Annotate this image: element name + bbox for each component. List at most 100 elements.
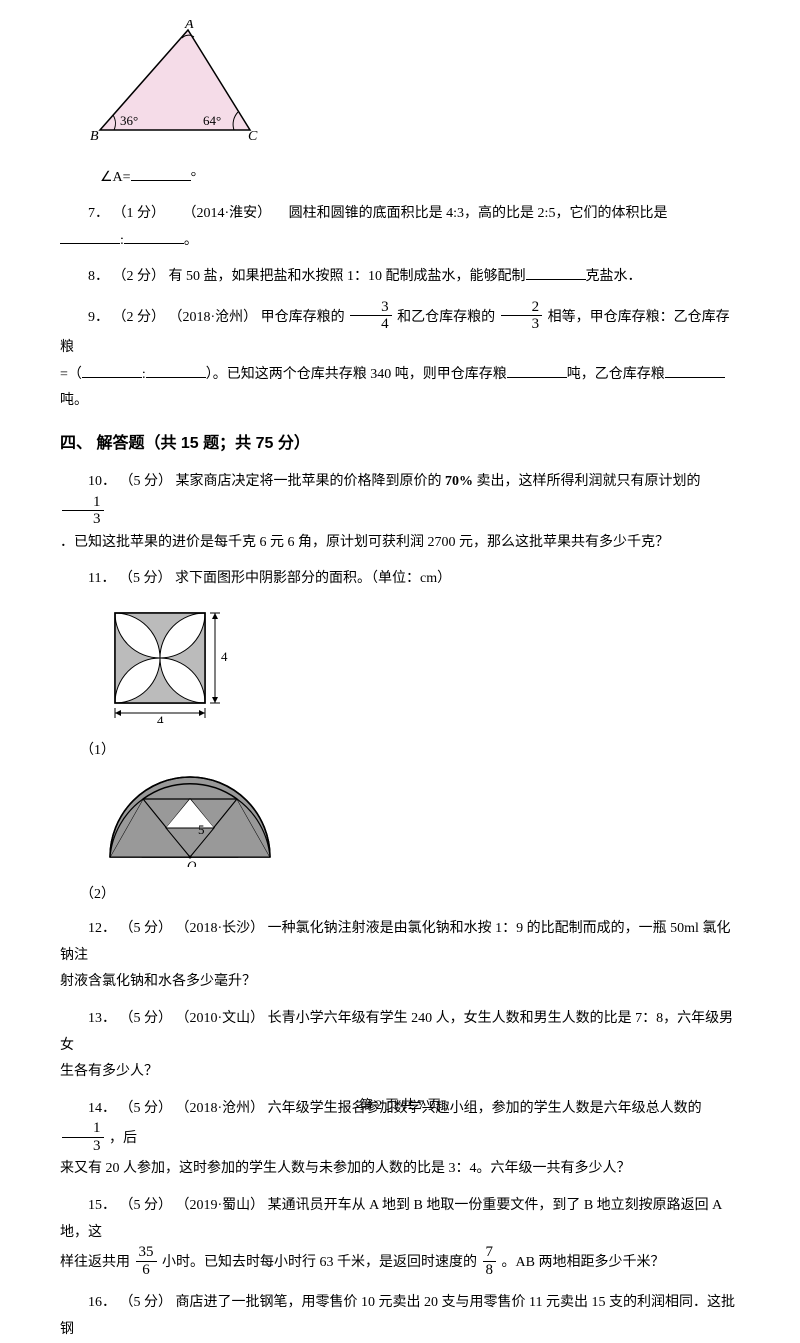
q9-blank3 [507,364,567,378]
q9-frac1-den: 4 [350,316,392,333]
q6-prefix: ∠A= [100,170,131,185]
q15-body2: 样往返共用 [60,1255,130,1270]
q10-frac: 13 [62,494,104,528]
q9-body2: 和乙仓库存粮的 [397,310,495,325]
q9-blank2 [146,364,206,378]
q8-body2: 克盐水． [586,269,642,284]
q8-num: 8． [88,269,109,284]
q12-pts: （5 分） [120,921,173,936]
angle-C-value: 64° [203,113,221,128]
q15-frac1-num: 35 [136,1244,157,1262]
q15-pts: （5 分） [120,1198,173,1213]
vertex-C: C [248,129,258,144]
q10-frac-den: 3 [62,511,104,528]
q11: 11． （5 分） 求下面图形中阴影部分的面积。（单位：cm） [60,566,740,593]
q15-frac2-den: 8 [483,1262,497,1279]
q11-figure2: 5 O [100,772,740,878]
q12-ref: （2018·长沙） [176,921,265,936]
q8-blank [526,266,586,280]
q16: 16． （5 分） 商店进了一批钢笔，用零售价 10 元卖出 20 支与用零售价… [60,1290,740,1343]
page-footer: 第 2 页 共 7 页 [0,1093,800,1118]
q11-num: 11． [88,571,115,586]
q9-body4: =（ [60,367,82,382]
q9-pts: （2 分） [113,310,166,325]
q14-body3: 来又有 20 人参加，这时参加的学生人数与未参加的人数的比是 3：4。六年级一共… [60,1156,740,1183]
q15-ref: （2019·蜀山） [176,1198,265,1213]
q15-num: 15． [88,1198,116,1213]
q9-body5: ）。已知这两个仓库共存粮 340 吨，则甲仓库存粮 [206,367,507,382]
q8-pts: （2 分） [113,269,166,284]
q6-degree: ° [191,170,197,185]
q15-body3: 小时。已知去时每小时行 63 千米，是返回时速度的 [162,1255,477,1270]
triangle-figure: A B C 36° 64° [90,20,740,161]
q10-body1: 某家商店决定将一批苹果的价格降到原价的 [176,474,442,489]
fig2-O: O [187,858,197,867]
q11-fig2-svg: 5 O [100,772,280,867]
q10-pct: 70% [445,474,473,489]
q7-blank1 [60,230,120,244]
angle-B-value: 36° [120,113,138,128]
q16-pts: （5 分） [120,1295,173,1310]
q10: 10． （5 分） 某家商店决定将一批苹果的价格降到原价的 70% 卖出，这样所… [60,469,740,556]
q15-frac2-num: 7 [483,1244,497,1262]
q10-body2: 卖出，这样所得利润就只有原计划的 [477,474,701,489]
q13-body2: 生各有多少人？ [60,1059,740,1086]
q14-frac: 13 [62,1120,104,1154]
vertex-B: B [90,129,99,144]
q9-num: 9． [88,310,109,325]
q13-ref: （2010·文山） [176,1011,265,1026]
q8-body1: 有 50 盐，如果把盐和水按照 1：10 配制成盐水，能够配制 [169,269,526,284]
q14-frac-den: 3 [62,1138,104,1155]
q12: 12． （5 分） （2018·长沙） 一种氯化钠注射液是由氯化钠和水按 1：9… [60,916,740,996]
q10-body3: ．已知这批苹果的进价是每千克 6 元 6 角，原计划可获利润 2700 元，那么… [60,530,740,557]
q9-frac2-den: 3 [501,316,543,333]
section4-title: 四、 解答题（共 15 题；共 75 分） [60,429,740,459]
q12-body2: 射液含氯化钠和水各多少毫升？ [60,969,740,996]
q8: 8． （2 分） 有 50 盐，如果把盐和水按照 1：10 配制成盐水，能够配制… [60,264,740,291]
q9: 9． （2 分） （2018·沧州） 甲仓库存粮的 34 和乙仓库存粮的 23 … [60,301,740,415]
q14-body2: ，后 [109,1132,137,1147]
q10-frac-num: 1 [62,494,104,512]
q11-pts: （5 分） [119,571,172,586]
q9-frac2-num: 2 [501,299,543,317]
q7-ref: （2014·淮安） [183,206,272,221]
q16-num: 16． [88,1295,116,1310]
q7-blank2 [124,230,184,244]
q11-label1: （1） [80,738,740,765]
q15-frac1-den: 6 [136,1262,157,1279]
q13-pts: （5 分） [120,1011,173,1026]
fig2-radius: 5 [198,822,205,837]
q15: 15． （5 分） （2019·蜀山） 某通讯员开车从 A 地到 B 地取一份重… [60,1193,740,1280]
fig1-dim-h: 4 [221,649,228,664]
q11-figure1: 4 4 [100,603,740,734]
triangle-svg: A B C 36° 64° [90,20,260,150]
q10-pts: （5 分） [120,474,173,489]
vertex-A: A [184,20,194,32]
q15-body4: 。AB 两地相距多少千米？ [502,1255,665,1270]
q9-body6: 吨，乙仓库存粮 [567,367,665,382]
q7-period: 。 [184,233,198,248]
q11-fig1-svg: 4 4 [100,603,250,723]
q15-frac1: 356 [136,1244,157,1278]
q9-blank4 [665,364,725,378]
q11-body: 求下面图形中阴影部分的面积。（单位：cm） [175,571,451,586]
q9-ref: （2018·沧州） [169,310,258,325]
q7-pts: （1 分） [113,206,166,221]
q12-num: 12． [88,921,116,936]
q11-label2: （2） [80,882,740,909]
q9-body1: 甲仓库存粮的 [261,310,345,325]
q7: 7． （1 分） （2014·淮安） 圆柱和圆锥的底面积比是 4:3，高的比是 … [60,201,740,254]
q9-blank1 [82,364,142,378]
q6-answer-line: ∠A= ° [100,165,740,192]
q9-frac1-num: 3 [350,299,392,317]
q7-body1: 圆柱和圆锥的底面积比是 4:3，高的比是 2:5，它们的体积比是 [289,206,668,221]
q13: 13． （5 分） （2010·文山） 长青小学六年级有学生 240 人，女生人… [60,1006,740,1086]
q9-frac2: 23 [501,299,543,333]
q10-num: 10． [88,474,116,489]
q9-frac1: 34 [350,299,392,333]
q9-body7: 吨。 [60,393,88,408]
q13-num: 13． [88,1011,116,1026]
q15-frac2: 78 [483,1244,497,1278]
q6-blank [131,167,191,181]
q14-frac-num: 1 [62,1120,104,1138]
